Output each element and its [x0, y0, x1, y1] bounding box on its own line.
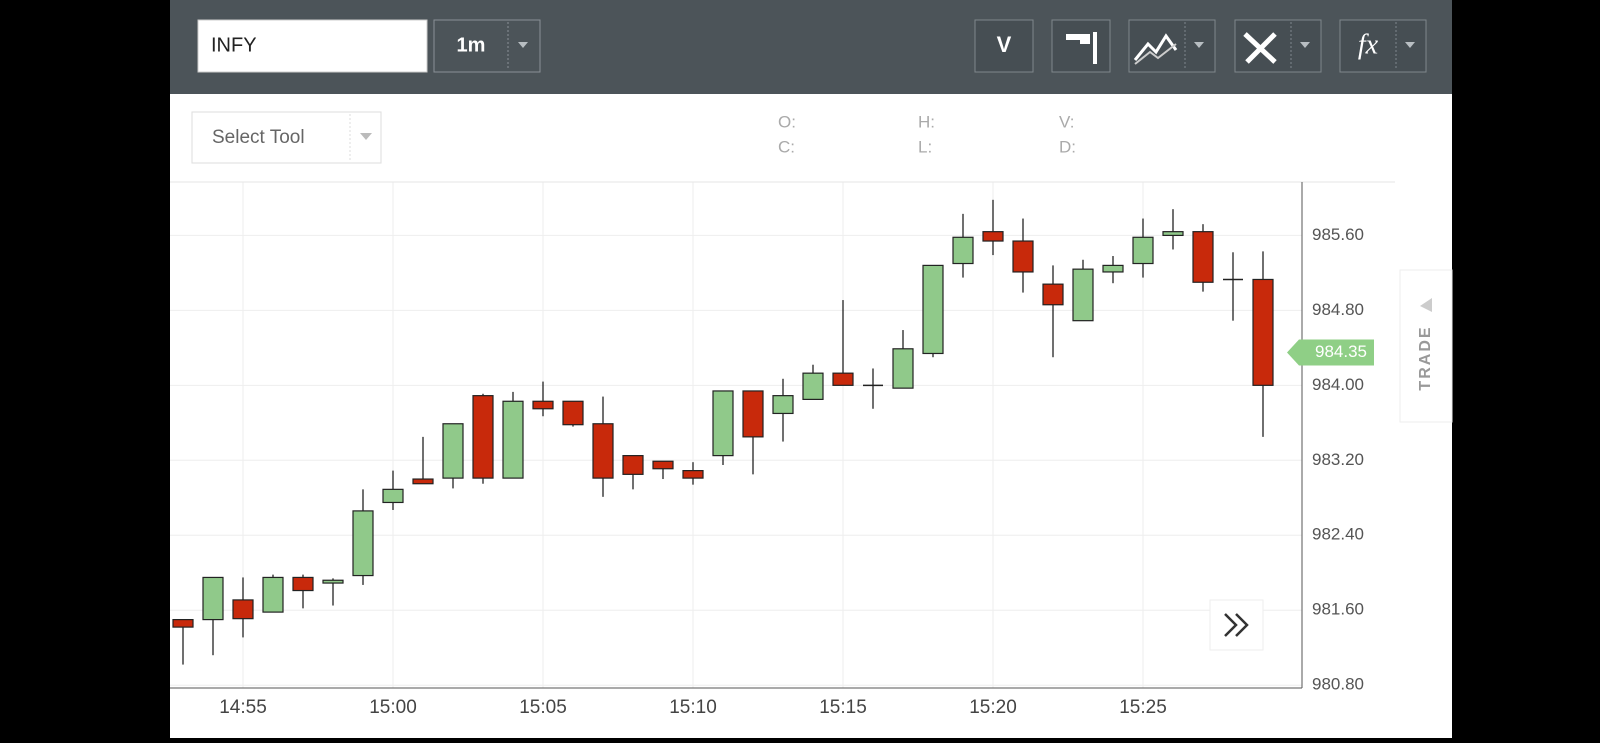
candle-body — [322, 579, 344, 584]
candle-body — [712, 390, 734, 457]
x-tick-label: 15:10 — [669, 697, 717, 718]
legend-label: L: — [918, 137, 932, 156]
flag-button[interactable] — [1051, 19, 1111, 73]
y-tick-label: 984.80 — [1312, 300, 1364, 319]
dropdown-arrow — [1300, 42, 1310, 48]
candle-body — [952, 236, 974, 265]
x-tick-label: 14:55 — [219, 697, 267, 718]
candle-body — [1012, 240, 1034, 273]
scroll-icon — [1224, 613, 1249, 637]
y-tick-label: 984.00 — [1312, 375, 1364, 394]
tools-icon — [1243, 32, 1277, 64]
candle-body — [472, 395, 494, 479]
dropdown-arrow — [1405, 42, 1415, 48]
candle-body — [292, 576, 314, 592]
x-tick-label: 15:00 — [369, 697, 417, 718]
candle-body — [202, 576, 224, 621]
x-tick-label: 15:20 — [969, 697, 1017, 718]
dropdown-arrow — [1194, 42, 1204, 48]
candle-body — [982, 231, 1004, 242]
y-tick-label: 982.40 — [1312, 525, 1364, 544]
candle-body — [412, 478, 434, 485]
candle-body — [262, 576, 284, 613]
candle-body — [652, 460, 674, 470]
candle-body — [1162, 231, 1184, 237]
trade-tab-text: TRADE — [1417, 325, 1434, 390]
candle-body — [1072, 268, 1094, 322]
function-button[interactable] — [1339, 19, 1427, 73]
legend-label: O: — [778, 112, 796, 131]
x-tick-label: 15:15 — [819, 697, 867, 718]
function-icon: fx — [1358, 29, 1379, 60]
candle-body — [682, 470, 704, 479]
candle-body — [1042, 283, 1064, 306]
candle-body — [832, 372, 854, 386]
plot: 980.80 981.60 982.40 983.20 984.00 984.80 985.… — [170, 182, 1364, 718]
x-tick-label: 15:05 — [519, 697, 567, 718]
tool-select-text: Select Tool — [212, 127, 305, 148]
y-tick-label: 983.20 — [1312, 450, 1364, 469]
flag-icon — [1066, 32, 1097, 64]
legend-label: V: — [1059, 112, 1074, 131]
chart-icon — [1133, 33, 1178, 61]
candle-body — [922, 264, 944, 355]
last-price-label: 984.35 — [1315, 342, 1367, 361]
legend-label: C: — [778, 137, 795, 156]
candle-body — [232, 599, 254, 620]
candle-body — [802, 372, 824, 400]
candle-body — [892, 348, 914, 389]
candle-body — [352, 510, 374, 577]
candle-body — [172, 618, 194, 628]
dropdown-arrow — [518, 42, 528, 48]
candle-body — [1252, 278, 1274, 386]
volume-button[interactable] — [974, 19, 1034, 73]
candle-body — [502, 400, 524, 479]
candle-body — [532, 400, 554, 410]
dropdown-arrow — [360, 133, 372, 140]
candle-body — [562, 400, 584, 426]
x-tick-label: 15:25 — [1119, 697, 1167, 718]
candle-body — [1132, 236, 1154, 265]
candle-body — [622, 455, 644, 475]
candle-body — [382, 488, 404, 504]
candle-body — [772, 395, 794, 415]
last-price-tag — [1287, 339, 1374, 366]
volume-button-text: V — [997, 32, 1012, 57]
y-tick-label: 981.60 — [1312, 600, 1364, 619]
tools-button[interactable] — [1234, 19, 1322, 73]
y-tick-label: 980.80 — [1312, 675, 1364, 694]
symbol-text: INFY — [211, 34, 257, 56]
candle-body — [1192, 231, 1214, 283]
legend-label: H: — [918, 112, 935, 131]
interval-text: 1m — [457, 34, 486, 56]
candle-body — [742, 390, 764, 438]
tab-arrow — [1420, 298, 1432, 312]
legend-label: D: — [1059, 137, 1076, 156]
candle-body — [1102, 264, 1124, 273]
symbol-input[interactable] — [197, 19, 428, 73]
chart-icon — [1134, 43, 1177, 65]
trade-tab[interactable] — [1399, 269, 1453, 423]
y-tick-label: 985.60 — [1312, 225, 1364, 244]
candle-body — [592, 423, 614, 479]
candle-body — [442, 423, 464, 479]
